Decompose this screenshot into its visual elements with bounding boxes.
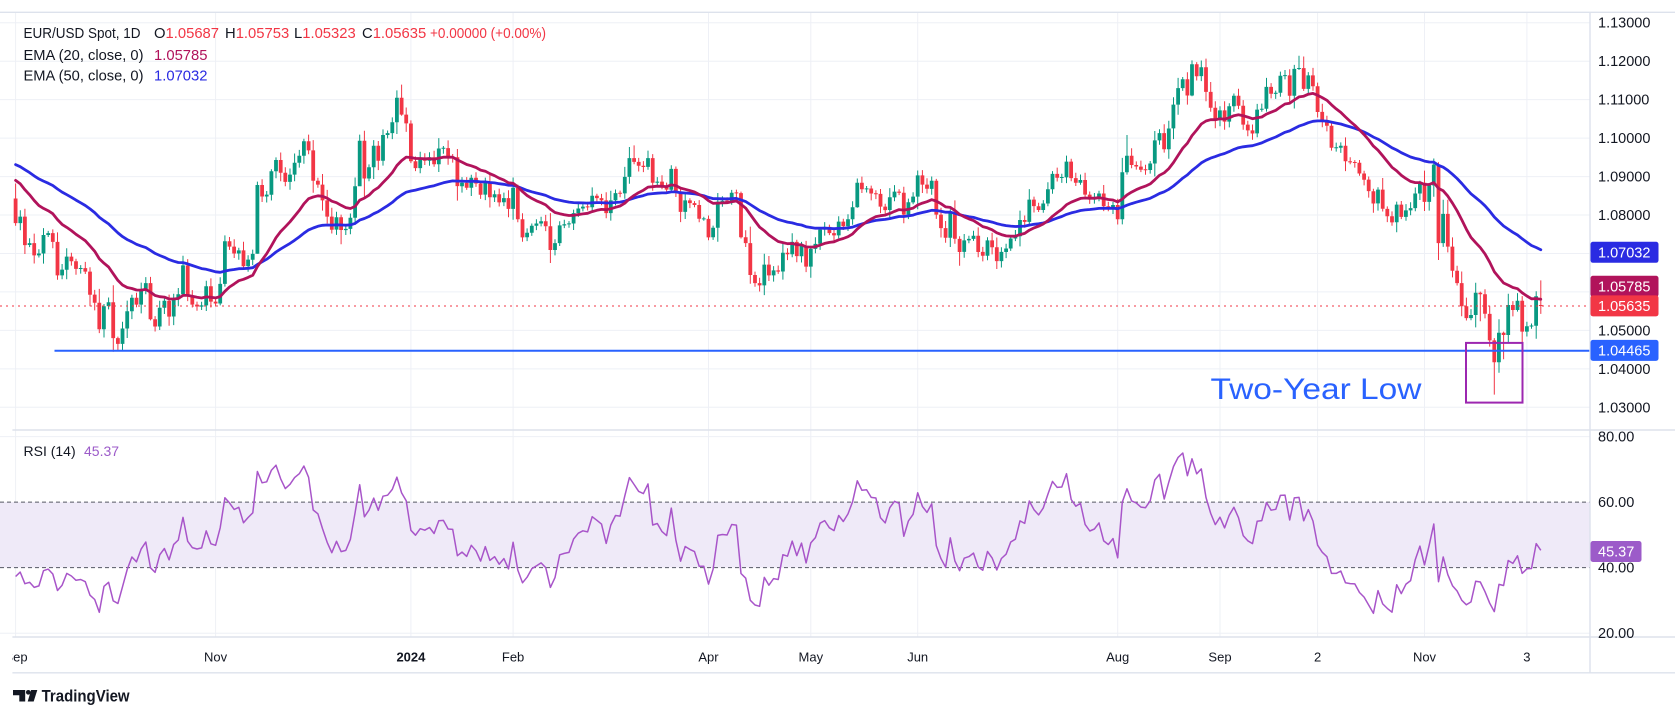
svg-text:60.00: 60.00 xyxy=(1598,495,1634,511)
svg-text:1.05785: 1.05785 xyxy=(154,48,208,64)
svg-text:Jun: Jun xyxy=(907,650,928,665)
svg-text:1.07032: 1.07032 xyxy=(154,69,208,85)
svg-text:Nov: Nov xyxy=(1413,650,1437,665)
svg-text:TradingView: TradingView xyxy=(42,688,130,706)
svg-text:EUR/USD Spot, 1D: EUR/USD Spot, 1D xyxy=(24,25,141,42)
svg-text:C1.05635: C1.05635 xyxy=(362,26,426,42)
svg-text:1.08000: 1.08000 xyxy=(1598,208,1650,224)
svg-text:1.04465: 1.04465 xyxy=(1598,343,1650,359)
svg-text:20.00: 20.00 xyxy=(1598,626,1634,642)
svg-text:1.03000: 1.03000 xyxy=(1598,400,1650,416)
svg-text:1.09000: 1.09000 xyxy=(1598,170,1650,186)
svg-text:1.11000: 1.11000 xyxy=(1598,93,1649,109)
svg-text:+0.00000 (+0.00%): +0.00000 (+0.00%) xyxy=(430,26,546,42)
svg-text:H1.05753: H1.05753 xyxy=(225,26,289,42)
svg-text:Feb: Feb xyxy=(502,650,524,665)
svg-text:Sep: Sep xyxy=(1208,650,1231,665)
svg-text:Apr: Apr xyxy=(698,650,719,665)
svg-text:EMA (20, close, 0): EMA (20, close, 0) xyxy=(24,47,144,64)
svg-text:80.00: 80.00 xyxy=(1598,430,1634,446)
svg-text:1.05635: 1.05635 xyxy=(1598,299,1650,315)
svg-text:1.07032: 1.07032 xyxy=(1598,245,1650,261)
svg-text:L1.05323: L1.05323 xyxy=(294,26,356,42)
svg-text:1.12000: 1.12000 xyxy=(1598,54,1650,70)
svg-text:1.05000: 1.05000 xyxy=(1598,323,1650,339)
svg-text:1.10000: 1.10000 xyxy=(1598,131,1650,147)
svg-text:Two-Year Low: Two-Year Low xyxy=(1211,373,1422,406)
svg-text:EMA (50, close, 0): EMA (50, close, 0) xyxy=(24,68,144,85)
svg-text:May: May xyxy=(799,650,824,665)
svg-text:2024: 2024 xyxy=(396,650,426,665)
svg-text:45.37: 45.37 xyxy=(1598,545,1634,561)
svg-text:40.00: 40.00 xyxy=(1598,561,1634,577)
svg-text:1.04000: 1.04000 xyxy=(1598,362,1650,378)
svg-text:3: 3 xyxy=(1523,650,1530,665)
svg-text:45.37: 45.37 xyxy=(84,443,119,459)
svg-text:O1.05687: O1.05687 xyxy=(154,26,219,42)
svg-text:1.05785: 1.05785 xyxy=(1598,279,1650,295)
svg-text:1.13000: 1.13000 xyxy=(1598,16,1650,32)
svg-text:Aug: Aug xyxy=(1106,650,1129,665)
svg-text:RSI (14): RSI (14) xyxy=(24,443,76,459)
svg-text:Nov: Nov xyxy=(204,650,228,665)
svg-text:2: 2 xyxy=(1314,650,1321,665)
